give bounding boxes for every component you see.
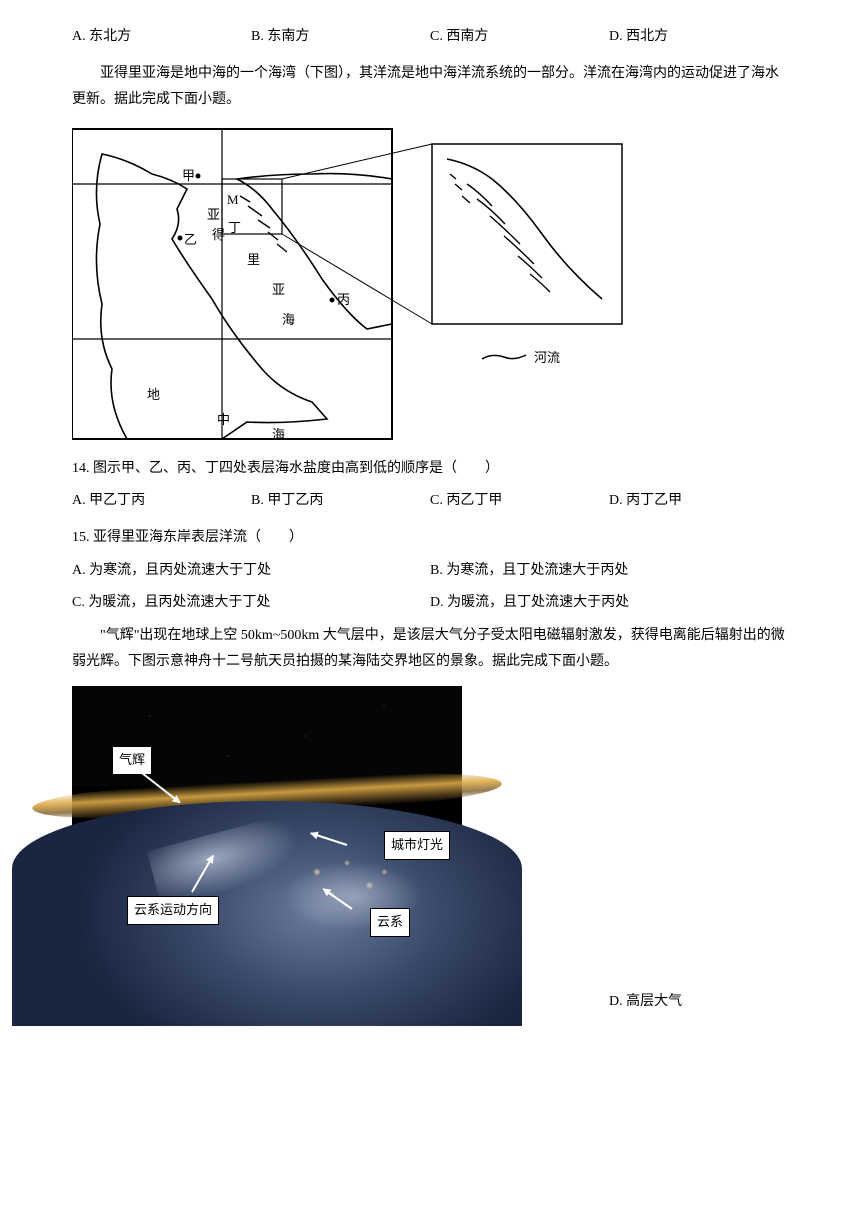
label-cloud-direction: 云系运动方向 — [127, 896, 219, 925]
q14-option-a: A. 甲乙丁丙 — [72, 488, 251, 515]
label-med-di: 地 — [147, 387, 160, 402]
q15-option-b: B. 为寒流，且丁处流速大于丙处 — [430, 558, 788, 585]
label-med-hai: 海 — [272, 427, 285, 442]
label-med-zhong: 中 — [217, 412, 230, 427]
legend-river: 河流 — [534, 350, 560, 365]
q15-option-a: A. 为寒流，且丙处流速大于丁处 — [72, 558, 430, 585]
q16-option-d: D. 高层大气 — [609, 989, 788, 1016]
label-sea-li: 里 — [247, 252, 260, 267]
passage-airglow: "气辉"出现在地球上空 50km~500km 大气层中，是该层大气分子受太阳电磁… — [72, 623, 788, 676]
q14-option-c: C. 丙乙丁甲 — [430, 488, 609, 515]
label-sea-de: 得 — [212, 227, 225, 242]
q15-option-c: C. 为暖流，且丙处流速大于丁处 — [72, 590, 430, 617]
q15-stem: 15. 亚得里亚海东岸表层洋流（ ） — [72, 525, 788, 552]
label-sea-ya2: 亚 — [272, 282, 285, 297]
label-city-lights: 城市灯光 — [384, 831, 450, 860]
q15-options: A. 为寒流，且丙处流速大于丁处 B. 为寒流，且丁处流速大于丙处 C. 为暖流… — [72, 558, 788, 623]
label-clouds: 云系 — [370, 908, 410, 937]
adriatic-map-figure: 15°E 45°N 40°N 甲 M 乙 丁 丙 亚 得 — [72, 124, 788, 444]
q14-stem: 14. 图示甲、乙、丙、丁四处表层海水盐度由高到低的顺序是（ ） — [72, 456, 788, 483]
label-jia: 甲 — [182, 168, 195, 183]
adriatic-map-svg: 15°E 45°N 40°N 甲 M 乙 丁 丙 亚 得 — [72, 124, 632, 444]
label-sea-ya1: 亚 — [207, 207, 220, 222]
lon-label: 15°E — [210, 124, 234, 127]
passage-adriatic: 亚得里亚海是地中海的一个海湾（下图），其洋流是地中海洋流系统的一部分。洋流在海湾… — [72, 61, 788, 114]
option-c: C. 西南方 — [430, 24, 609, 51]
label-ding: 丁 — [228, 220, 241, 235]
label-airglow: 气辉 — [112, 746, 152, 775]
option-d: D. 西北方 — [609, 24, 788, 51]
label-m: M — [227, 192, 239, 207]
q14-options: A. 甲乙丁丙 B. 甲丁乙丙 C. 丙乙丁甲 D. 丙丁乙甲 — [72, 488, 788, 515]
q14-option-d: D. 丙丁乙甲 — [609, 488, 788, 515]
q14-option-b: B. 甲丁乙丙 — [251, 488, 430, 515]
option-a: A. 东北方 — [72, 24, 251, 51]
label-yi: 乙 — [184, 232, 197, 247]
space-photo-figure: 气辉 城市灯光 云系运动方向 云系 — [72, 686, 462, 946]
q15-option-d: D. 为暖流，且丁处流速大于丙处 — [430, 590, 788, 617]
label-bing: 丙 — [337, 292, 350, 307]
option-b: B. 东南方 — [251, 24, 430, 51]
q-direction-options: A. 东北方 B. 东南方 C. 西南方 D. 西北方 — [72, 24, 788, 51]
label-sea-hai: 海 — [282, 312, 295, 327]
